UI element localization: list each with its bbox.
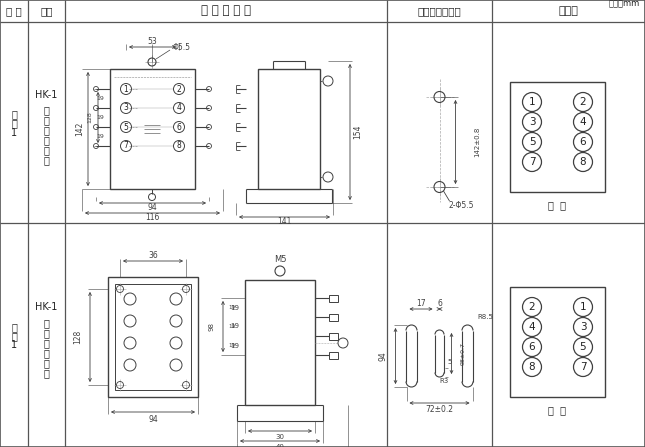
Text: 6: 6 [177,122,181,131]
Text: 外 形 尺 寸 图: 外 形 尺 寸 图 [201,4,251,17]
Bar [115,284,191,390]
Text: 141: 141 [277,218,292,227]
Text: 3: 3 [529,117,535,127]
Text: 8: 8 [580,157,586,167]
Text: HK-1: HK-1 [35,89,57,100]
Text: 结构: 结构 [40,6,53,16]
Text: 94: 94 [379,351,388,361]
Text: 5: 5 [124,122,128,131]
Text: 2: 2 [580,97,586,107]
Text: 19: 19 [96,96,104,101]
Text: 19: 19 [228,305,235,310]
Text: 2: 2 [529,302,535,312]
Text: 36: 36 [148,250,158,260]
Text: 8: 8 [529,362,535,372]
Text: 式: 式 [44,338,50,348]
Text: 2: 2 [177,84,181,93]
Text: 19: 19 [228,324,235,329]
Text: 7: 7 [580,362,586,372]
Text: 2-Φ5.5: 2-Φ5.5 [449,202,474,211]
Text: 98±0.7: 98±0.7 [461,342,466,365]
Bar [110,69,195,189]
Text: 端子图: 端子图 [559,6,579,16]
Text: R3: R3 [439,378,448,384]
Text: 128: 128 [88,112,92,123]
Text: 6: 6 [437,299,442,308]
Text: 154: 154 [353,125,362,139]
Text: 94: 94 [148,414,158,423]
Text: 前  视: 前 视 [548,200,566,210]
Text: 7: 7 [529,157,535,167]
Text: 1: 1 [529,97,535,107]
Text: M5: M5 [273,254,286,263]
Text: 40: 40 [275,444,284,447]
Text: 6: 6 [580,137,586,147]
Text: 30: 30 [275,434,284,440]
Text: 19: 19 [96,115,104,120]
Text: 1: 1 [11,340,17,350]
Text: 1: 1 [124,84,128,93]
Text: 8: 8 [177,142,181,151]
Text: 式: 式 [44,126,50,135]
Text: 19: 19 [230,324,239,329]
Text: 出: 出 [44,115,50,126]
Text: 出: 出 [44,328,50,338]
Text: 安装开孔尺寸图: 安装开孔尺寸图 [417,6,461,16]
Text: 3: 3 [124,104,128,113]
Text: 19: 19 [230,304,239,311]
Bar [329,295,338,301]
Text: 1: 1 [580,302,586,312]
Bar [245,280,315,405]
Text: 后: 后 [44,348,50,358]
Bar [510,82,605,192]
Text: 图: 图 [11,118,17,128]
Text: 图: 图 [11,331,17,341]
Bar [510,287,605,397]
Text: 19: 19 [96,134,104,139]
Text: 72±0.2: 72±0.2 [426,405,453,413]
Bar [108,277,198,397]
Text: 线: 线 [44,156,50,165]
Text: 5: 5 [580,342,586,352]
Text: 53: 53 [148,38,157,46]
Text: 凸: 凸 [44,105,50,115]
Bar [258,69,320,189]
Text: HK-1: HK-1 [35,302,57,312]
Text: 128: 128 [74,330,83,344]
Text: 98: 98 [208,322,214,331]
Text: 116: 116 [145,214,159,223]
Text: 4: 4 [177,104,181,113]
Text: 1: 1 [11,127,17,138]
Text: 前: 前 [44,135,50,146]
Text: Φ5.5: Φ5.5 [173,43,191,52]
Text: 6: 6 [529,342,535,352]
Text: 142±0.8: 142±0.8 [475,127,481,157]
Text: 4: 4 [529,322,535,332]
Text: 单位：mm: 单位：mm [609,0,640,8]
Text: 图 号: 图 号 [6,6,22,16]
Text: 接: 接 [44,146,50,156]
Text: 7: 7 [124,142,128,151]
Text: 附: 附 [11,322,17,332]
Text: 凸: 凸 [44,318,50,328]
Text: 3: 3 [580,322,586,332]
Text: 4: 4 [580,117,586,127]
Bar [329,351,338,358]
Text: R8.5: R8.5 [477,314,493,320]
Text: 19: 19 [230,342,239,349]
Text: 142: 142 [75,122,84,136]
Text: 线: 线 [44,368,50,378]
Bar [329,333,338,340]
Text: 94: 94 [147,203,157,212]
Text: 5: 5 [448,359,452,365]
Text: 17: 17 [416,299,426,308]
Text: 5: 5 [529,137,535,147]
Text: 19: 19 [228,343,235,348]
Text: 背  视: 背 视 [548,405,566,415]
Bar [329,313,338,320]
Text: 附: 附 [11,110,17,119]
Text: 接: 接 [44,358,50,368]
